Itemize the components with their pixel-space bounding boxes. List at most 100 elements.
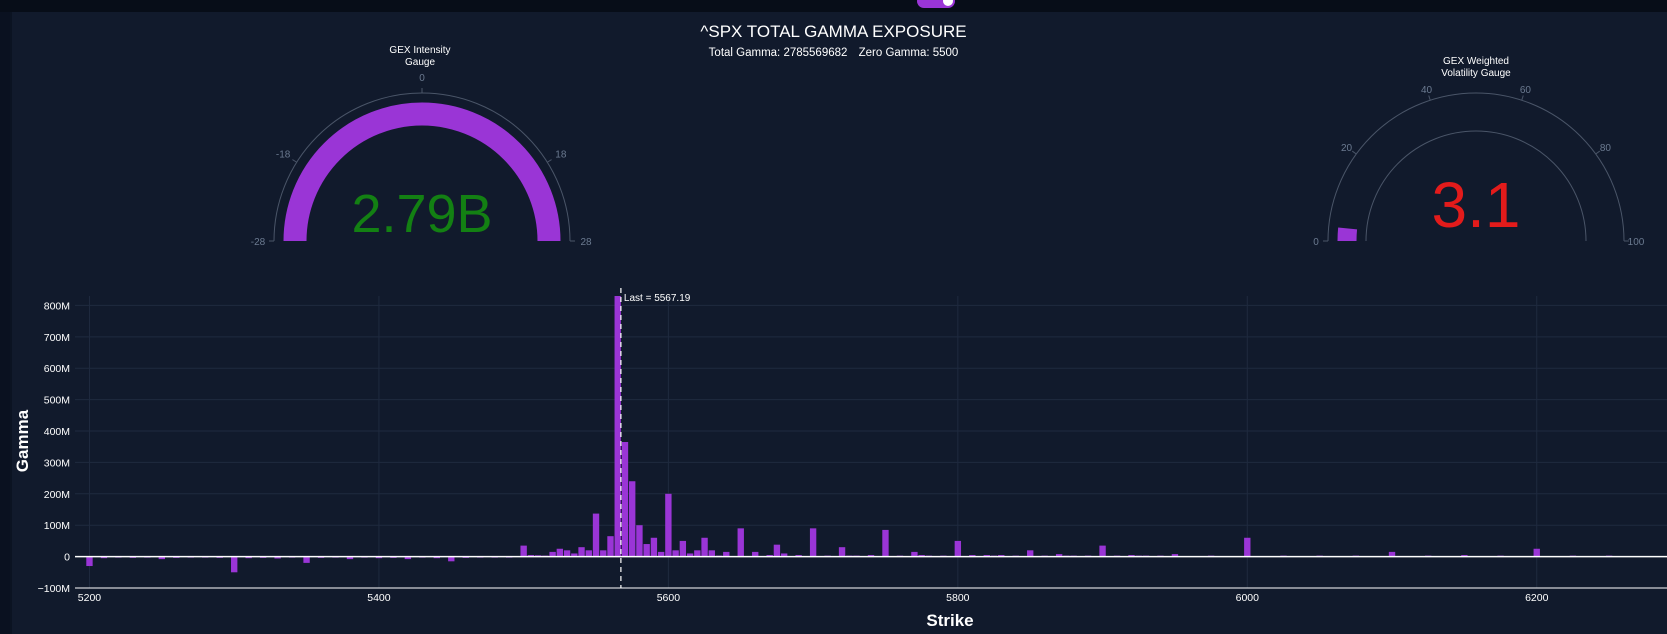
- gamma-bar[interactable]: [708, 550, 715, 557]
- gamma-bar[interactable]: [795, 555, 802, 557]
- gamma-bar[interactable]: [1099, 545, 1106, 557]
- gamma-bar[interactable]: [1244, 537, 1251, 557]
- gamma-bar[interactable]: [607, 536, 614, 557]
- y-tick-label: 100M: [44, 520, 70, 532]
- gamma-bar[interactable]: [672, 550, 679, 557]
- intensity-gauge-value: 2.79B: [351, 184, 492, 244]
- x-tick-label: 5400: [367, 592, 391, 604]
- gamma-bar[interactable]: [404, 556, 412, 560]
- gamma-bar[interactable]: [614, 296, 621, 557]
- gamma-bar[interactable]: [346, 556, 354, 560]
- gamma-bar[interactable]: [911, 551, 918, 557]
- gamma-bar[interactable]: [563, 550, 571, 557]
- gamma-bar[interactable]: [527, 555, 535, 557]
- gamma-bar[interactable]: [448, 556, 455, 562]
- gamma-bar[interactable]: [1055, 554, 1063, 557]
- gamma-bar[interactable]: [578, 547, 585, 557]
- gamma-bar[interactable]: [867, 555, 875, 557]
- gamma-bar[interactable]: [274, 556, 281, 559]
- theme-toggle[interactable]: [917, 0, 955, 8]
- gamma-bar[interactable]: [571, 553, 578, 557]
- gamma-bar[interactable]: [549, 551, 556, 557]
- gamma-bar[interactable]: [723, 551, 730, 557]
- gamma-bar[interactable]: [1533, 548, 1540, 557]
- volatility-gauge-tick-label: 100: [1628, 237, 1645, 248]
- page-title: ^SPX TOTAL GAMMA EXPOSURE: [700, 22, 967, 41]
- volatility-gauge-tick-mark: [1351, 150, 1357, 155]
- y-tick-label: 300M: [44, 457, 70, 469]
- gamma-bar[interactable]: [773, 544, 781, 557]
- y-tick-label: 800M: [44, 300, 70, 312]
- gamma-bar[interactable]: [600, 550, 607, 557]
- gamma-bar[interactable]: [650, 537, 658, 557]
- gamma-bar[interactable]: [158, 556, 166, 560]
- gamma-bar[interactable]: [998, 555, 1005, 557]
- gamma-bar[interactable]: [556, 548, 564, 557]
- gamma-bar[interactable]: [737, 528, 744, 557]
- gamma-bar[interactable]: [766, 555, 773, 557]
- gamma-bar[interactable]: [303, 556, 310, 563]
- gamma-bar[interactable]: [694, 550, 701, 557]
- gamma-bar[interactable]: [1128, 555, 1135, 557]
- gamma-bar[interactable]: [520, 545, 527, 557]
- intensity-gauge-tick-label: 18: [555, 150, 567, 161]
- gamma-bar[interactable]: [679, 540, 687, 557]
- y-axis-title: Gamma: [13, 409, 32, 472]
- gamma-bar[interactable]: [585, 550, 592, 557]
- gamma-bar[interactable]: [592, 513, 600, 557]
- gamma-bar[interactable]: [809, 528, 817, 557]
- y-tick-label: −100M: [38, 583, 70, 595]
- gex-volatility-gauge: GEX Weighted Volatility Gauge 0 20 40 60 80 1…: [1313, 56, 1645, 248]
- gamma-bar[interactable]: [231, 556, 238, 573]
- gamma-bar[interactable]: [954, 540, 962, 557]
- gamma-bar[interactable]: [969, 555, 976, 557]
- volatility-gauge-bar: [1337, 227, 1358, 242]
- intensity-gauge-tick-label: 0: [419, 73, 425, 84]
- gamma-bar[interactable]: [636, 525, 643, 557]
- volatility-gauge-ticks: 0 20 40 60 80 100: [1313, 85, 1645, 248]
- toggle-knob: [943, 0, 953, 6]
- gamma-bar[interactable]: [100, 556, 108, 559]
- gamma-bar[interactable]: [657, 551, 665, 557]
- gamma-bar[interactable]: [643, 544, 650, 557]
- y-tick-label: 600M: [44, 363, 70, 375]
- gamma-bar[interactable]: [621, 442, 629, 557]
- gamma-bar[interactable]: [245, 556, 252, 559]
- gamma-bar[interactable]: [780, 553, 788, 557]
- gamma-bar[interactable]: [752, 551, 759, 557]
- volatility-gauge-tick-mark: [1428, 95, 1431, 101]
- y-tick-label: 200M: [44, 489, 70, 501]
- gamma-bar[interactable]: [918, 555, 925, 557]
- gamma-bar[interactable]: [882, 529, 889, 557]
- gamma-bar[interactable]: [686, 553, 694, 557]
- gamma-bar[interactable]: [1461, 555, 1468, 557]
- gamma-bar[interactable]: [433, 556, 441, 559]
- y-tick-label: 700M: [44, 332, 70, 344]
- gamma-bar[interactable]: [983, 555, 990, 557]
- gamma-bar[interactable]: [1388, 551, 1396, 557]
- volatility-gauge-tick-mark: [1521, 95, 1524, 101]
- total-gamma-text: Total Gamma: 2785569682: [708, 47, 848, 59]
- volatility-gauge-tick-label: 0: [1313, 237, 1319, 248]
- gamma-bar[interactable]: [701, 537, 708, 557]
- volatility-gauge-tick-mark: [1595, 150, 1601, 155]
- intensity-gauge-tick-mark: [292, 159, 297, 163]
- zero-gamma-text: Zero Gamma: 5500: [858, 47, 959, 59]
- gamma-bar[interactable]: [629, 481, 636, 557]
- volatility-gauge-value: 3.1: [1432, 169, 1521, 241]
- intensity-gauge-tick-label: -18: [276, 150, 291, 161]
- intensity-gauge-ticks: -28 -18 0 18 28: [251, 73, 592, 248]
- gamma-bar[interactable]: [375, 556, 383, 559]
- gamma-bar[interactable]: [86, 556, 93, 567]
- gamma-bar[interactable]: [665, 493, 672, 557]
- intensity-gauge-tick-label: 28: [580, 237, 592, 248]
- gamma-bar[interactable]: [1171, 554, 1179, 557]
- chart-panel: [12, 12, 1667, 634]
- x-tick-label: 5200: [78, 592, 102, 604]
- volatility-gauge-title-line2: Volatility Gauge: [1441, 68, 1511, 79]
- gamma-bar[interactable]: [1027, 550, 1034, 557]
- x-axis-ticks: 5200 5400 5600 5800 6000 6200: [78, 592, 1549, 604]
- gamma-bars: [86, 296, 1613, 573]
- gamma-bar[interactable]: [838, 547, 846, 557]
